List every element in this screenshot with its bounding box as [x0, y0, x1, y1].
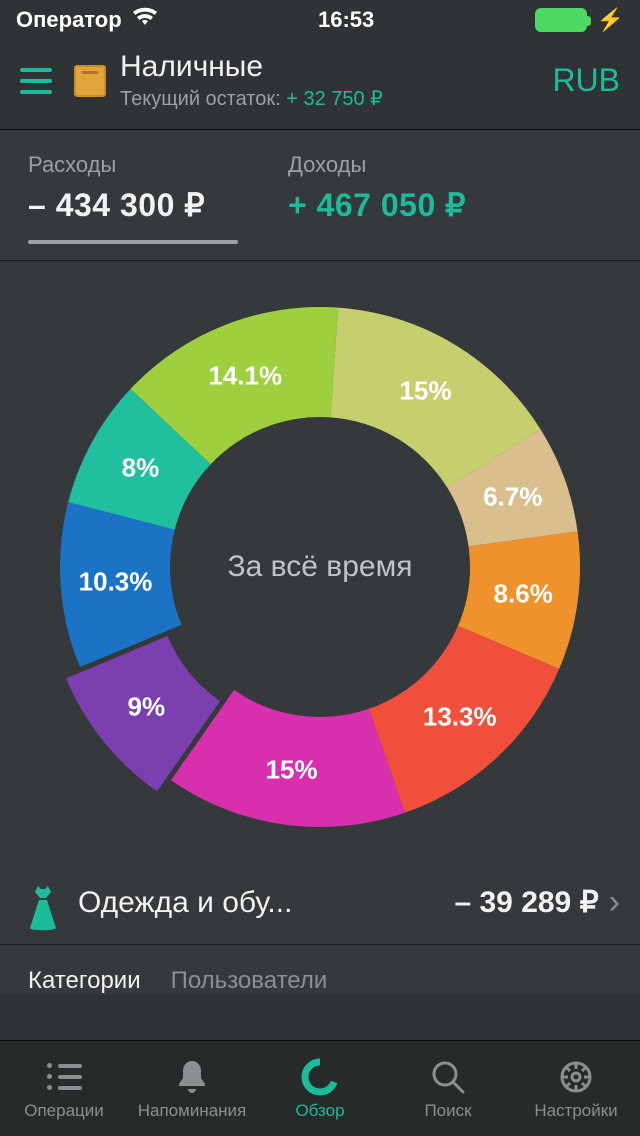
bottom-nav: Операции Напоминания Обзор Поиск Настрой…: [0, 1040, 640, 1136]
main-panel: Расходы – 434 300 ₽ Доходы + 467 050 ₽ З…: [0, 130, 640, 995]
expenses-label: Расходы: [28, 152, 238, 178]
tab-categories[interactable]: Категории: [28, 967, 141, 995]
bell-icon: [172, 1057, 212, 1097]
grouping-tabs: Категории Пользователи: [0, 945, 640, 995]
charging-icon: ⚡: [597, 7, 624, 33]
donut-icon: [300, 1057, 340, 1097]
list-icon: [44, 1057, 84, 1097]
nav-operations[interactable]: Операции: [0, 1041, 128, 1136]
slice-label: 8.6%: [494, 579, 553, 610]
chevron-right-icon: ›: [609, 883, 620, 922]
nav-search[interactable]: Поиск: [384, 1041, 512, 1136]
tab-users[interactable]: Пользователи: [171, 967, 328, 995]
balance-value: + 32 750 ₽: [286, 88, 383, 110]
app-header: Наличные Текущий остаток: + 32 750 ₽ RUB: [0, 40, 640, 130]
wallet-icon: [74, 65, 106, 97]
gear-icon: [556, 1057, 596, 1097]
income-value: + 467 050 ₽: [288, 186, 466, 224]
expenses-tab[interactable]: Расходы – 434 300 ₽: [28, 152, 238, 244]
nav-label: Обзор: [295, 1101, 344, 1121]
income-tab[interactable]: Доходы + 467 050 ₽: [288, 152, 466, 244]
nav-overview[interactable]: Обзор: [256, 1041, 384, 1136]
slice-label: 15%: [400, 376, 452, 407]
slice-label: 9%: [128, 691, 166, 722]
income-label: Доходы: [288, 152, 466, 178]
nav-label: Поиск: [424, 1101, 471, 1121]
slice-label: 8%: [122, 453, 160, 484]
status-bar: Оператор 16:53 ⚡: [0, 0, 640, 40]
nav-label: Напоминания: [138, 1101, 247, 1121]
expenses-value: – 434 300 ₽: [28, 186, 238, 224]
nav-reminders[interactable]: Напоминания: [128, 1041, 256, 1136]
slice-label: 10.3%: [79, 566, 153, 597]
balance-label: Текущий остаток:: [120, 88, 286, 110]
money-tabs: Расходы – 434 300 ₽ Доходы + 467 050 ₽: [0, 130, 640, 250]
nav-label: Операции: [24, 1101, 104, 1121]
currency-button[interactable]: RUB: [552, 62, 620, 99]
chart-center-label[interactable]: За всё время: [228, 550, 413, 584]
category-amount: – 39 289 ₽: [454, 885, 598, 920]
search-icon: [428, 1057, 468, 1097]
account-title[interactable]: Наличные: [120, 50, 383, 84]
category-name: Одежда и обу...: [78, 886, 454, 920]
menu-icon[interactable]: [20, 68, 52, 94]
carrier-label: Оператор: [16, 7, 122, 33]
slice-label: 6.7%: [483, 482, 542, 513]
dress-icon: [24, 884, 62, 922]
slice-label: 15%: [266, 755, 318, 786]
spend-chart: За всё время 15% 6.7% 8.6% 13.3% 15% 9% 10.3% 8…: [0, 261, 640, 865]
category-row[interactable]: Одежда и обу... – 39 289 ₽ ›: [0, 865, 640, 945]
battery-icon: [535, 8, 587, 32]
wifi-icon: [132, 7, 158, 33]
nav-label: Настройки: [534, 1101, 617, 1121]
active-tab-underline: [28, 240, 238, 244]
slice-label: 13.3%: [423, 701, 497, 732]
clock-label: 16:53: [318, 7, 374, 33]
slice-label: 14.1%: [208, 361, 282, 392]
balance-subtitle: Текущий остаток: + 32 750 ₽: [120, 86, 383, 111]
nav-settings[interactable]: Настройки: [512, 1041, 640, 1136]
